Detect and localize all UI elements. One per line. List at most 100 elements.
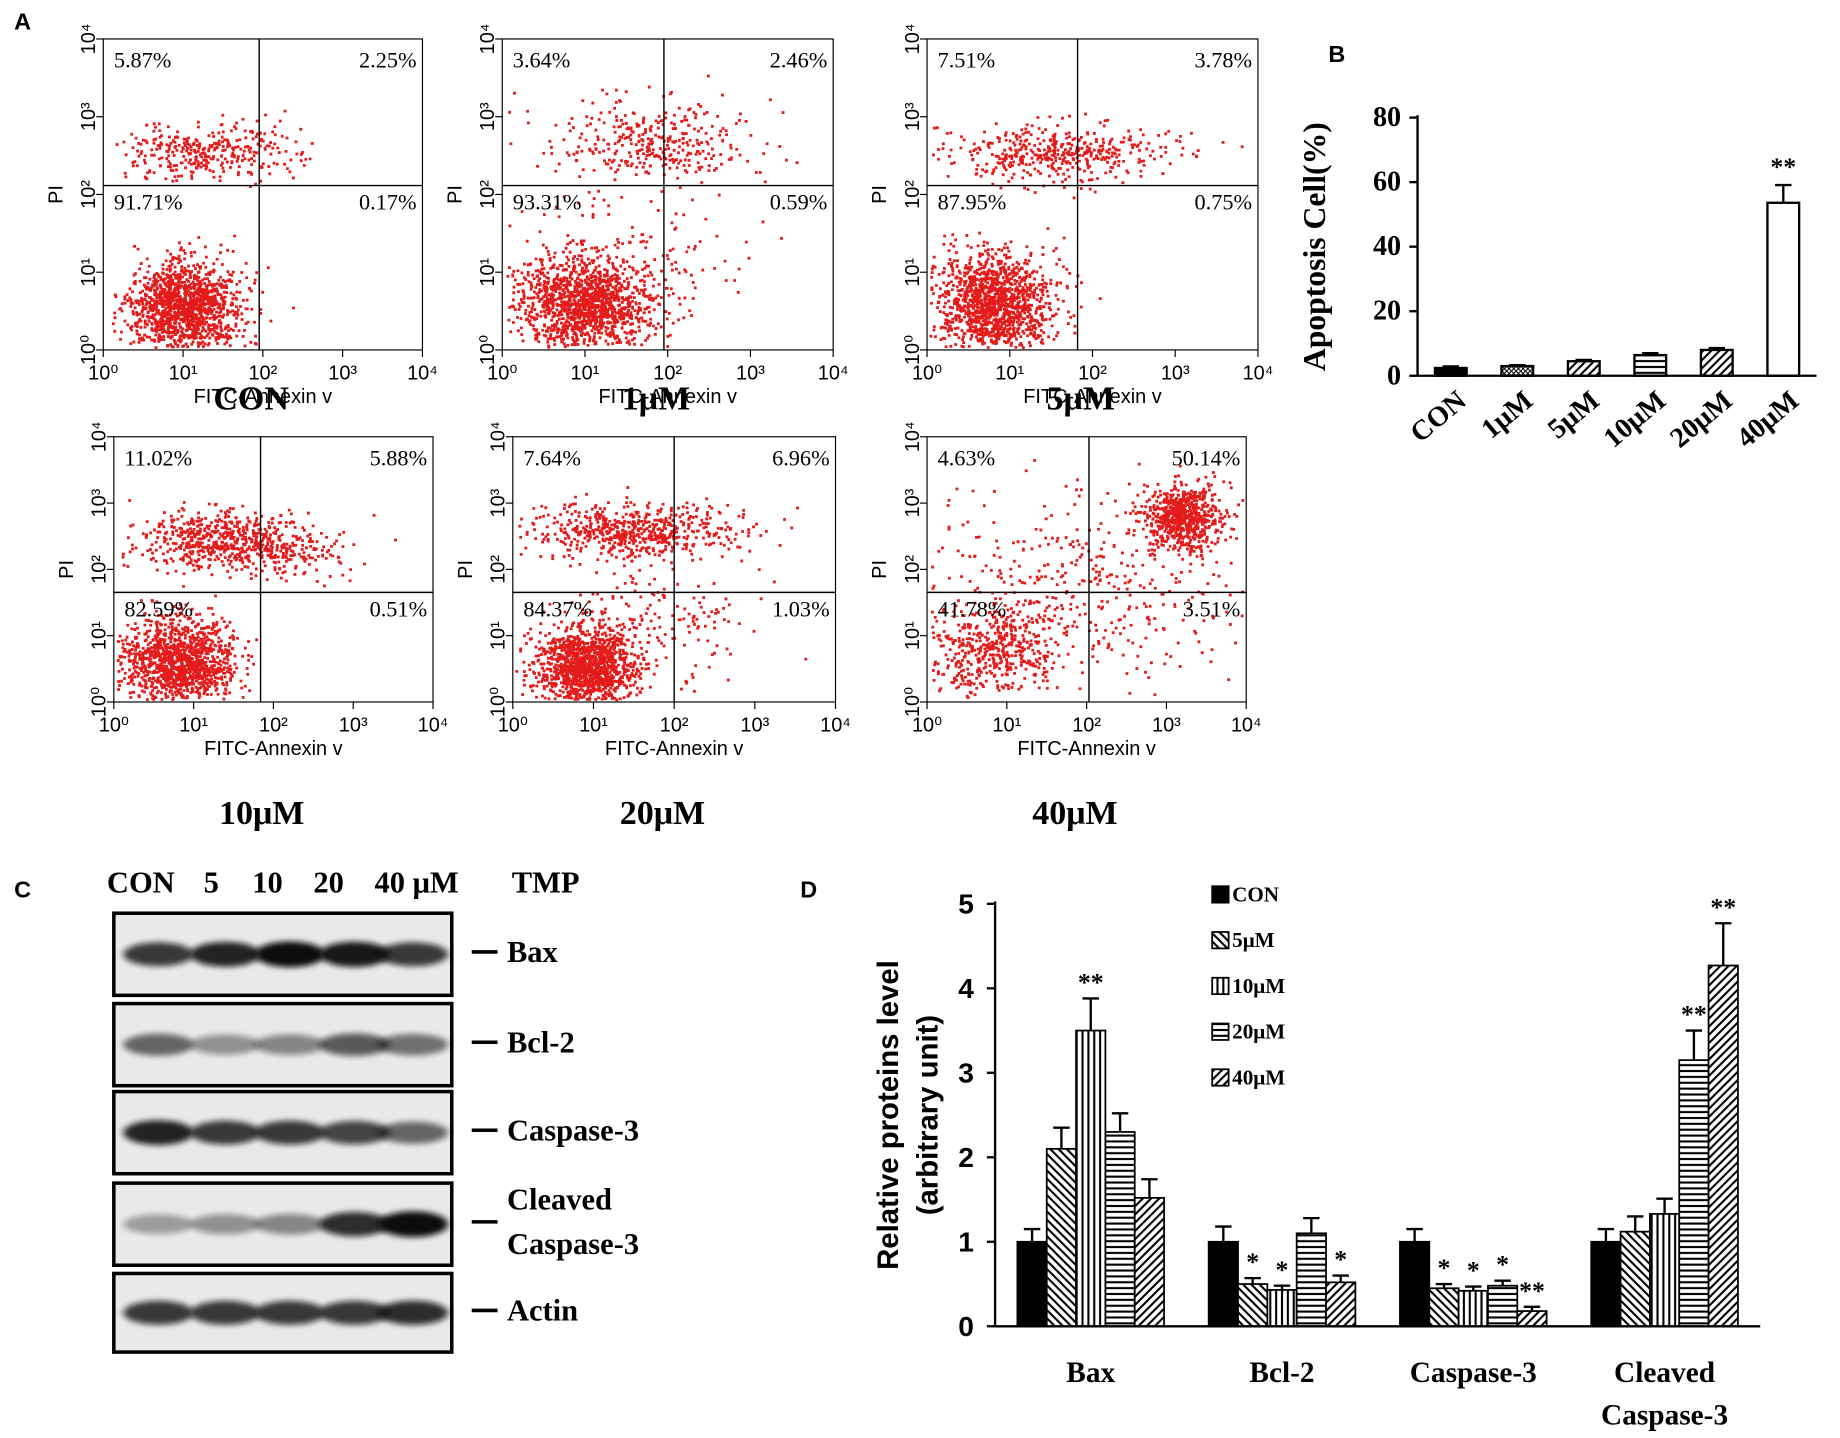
- x-tick-label: 10⁴: [1231, 714, 1262, 736]
- bar: [1500, 364, 1535, 377]
- protein-label: Bax: [507, 935, 559, 969]
- blot-band: [319, 1120, 390, 1145]
- x-tick-label: 10⁴: [1243, 362, 1274, 384]
- treatment-label: TMP: [512, 866, 580, 900]
- bar: [1075, 1029, 1107, 1328]
- quadrant-label: 4.63%: [938, 445, 996, 470]
- blot-band: [319, 941, 390, 967]
- bar: [1707, 964, 1739, 1328]
- blot-band: [254, 1300, 326, 1325]
- x-axis-label: FITC-Annexin v: [194, 386, 333, 408]
- bar: [1766, 201, 1801, 377]
- panel-label: D: [800, 877, 817, 903]
- y-tick-label: 10¹: [902, 621, 924, 650]
- panel-label: C: [14, 877, 31, 903]
- x-tick-label: 10³: [1152, 714, 1181, 736]
- y-tick-label: 1: [958, 1226, 974, 1257]
- event-dots: [116, 499, 397, 702]
- x-tick-label: 10²: [660, 714, 689, 736]
- y-tick-label: 0: [1387, 360, 1401, 391]
- y-axis-label: PI: [45, 185, 67, 204]
- y-tick-label: 10¹: [477, 257, 499, 286]
- panel-title: 1μM: [622, 381, 690, 418]
- significance: **: [1710, 892, 1736, 921]
- x-axis-label: FITC-Annexin v: [204, 738, 343, 760]
- y-tick-label: 10⁴: [902, 24, 924, 55]
- quadrant-label: 0.17%: [359, 190, 417, 215]
- y-tick-label: 10¹: [902, 257, 924, 286]
- bar: [1590, 1240, 1622, 1328]
- blot-band: [254, 941, 326, 968]
- lane-label: 40 μM: [374, 866, 458, 900]
- y-tick-label: 2: [958, 1142, 974, 1173]
- y-tick-label: 10⁰: [488, 687, 510, 717]
- blot-band: [377, 1121, 449, 1144]
- bar: [1295, 1232, 1327, 1328]
- quadrant-label: 6.96%: [772, 445, 830, 470]
- panel-title: 20μM: [620, 795, 705, 832]
- legend-label: 5μM: [1232, 928, 1275, 952]
- y-axis-label: Apoptosis Cell(%): [1297, 122, 1332, 371]
- y-tick-label: 10⁴: [89, 421, 111, 452]
- x-tick-label: 10¹: [995, 362, 1024, 384]
- quadrant-label: 93.31%: [513, 190, 582, 215]
- y-tick-label: 10¹: [488, 621, 510, 650]
- significance: **: [1770, 152, 1796, 181]
- y-tick-label: 10⁴: [477, 24, 499, 55]
- event-dots: [515, 486, 808, 702]
- quadrant-label: 1.03%: [772, 596, 830, 621]
- bar: [1133, 1196, 1165, 1328]
- significance: *: [1246, 1247, 1259, 1276]
- x-tick-label: 10¹: [579, 714, 608, 736]
- significance: *: [1496, 1250, 1509, 1279]
- x-tick-label: 10²: [259, 714, 288, 736]
- protein-label: Actin: [507, 1293, 578, 1327]
- x-axis-label: FITC-Annexin v: [605, 738, 744, 760]
- blot-band: [319, 1300, 390, 1325]
- blot-band: [123, 1120, 194, 1146]
- bar: [1649, 1213, 1681, 1328]
- bar: [1237, 1283, 1269, 1328]
- blot-band: [123, 942, 194, 967]
- x-tick-label: 10⁰: [912, 714, 942, 736]
- y-tick-label: 40: [1373, 231, 1401, 262]
- event-dots: [506, 74, 799, 349]
- legend-swatch: [1211, 976, 1230, 996]
- significance: *: [1276, 1255, 1289, 1284]
- y-tick-label: 10³: [488, 488, 510, 517]
- blot-band: [319, 1033, 390, 1056]
- x-tick-label: 10⁴: [820, 714, 851, 736]
- quadrant-label: 2.25%: [359, 48, 417, 73]
- blot-band: [190, 1034, 261, 1055]
- x-tick-label: 10³: [1161, 362, 1190, 384]
- quadrant-label: 5.87%: [114, 48, 172, 73]
- bar: [1104, 1131, 1136, 1328]
- blot-band: [190, 941, 261, 967]
- y-tick-label: 10⁰: [477, 335, 499, 365]
- y-axis-label: Relative proteins level: [872, 960, 905, 1270]
- y-tick-label: 10³: [902, 488, 924, 517]
- y-tick-label: 10²: [902, 555, 924, 584]
- blot-band: [123, 1214, 194, 1235]
- event-dots: [931, 459, 1245, 700]
- quadrant-label: 11.02%: [124, 445, 192, 470]
- y-tick-label: 4: [958, 973, 974, 1004]
- x-tick-label: 10²: [653, 362, 682, 384]
- y-axis-label: PI: [56, 560, 78, 579]
- bar: [1516, 1310, 1548, 1328]
- quadrant-label: 0.51%: [370, 596, 428, 621]
- lane-label: 20: [313, 866, 344, 900]
- legend-label: 20μM: [1232, 1020, 1285, 1044]
- y-tick-label: 3: [958, 1057, 974, 1088]
- bar: [1399, 1240, 1431, 1328]
- x-tick-label: 10⁴: [418, 714, 449, 736]
- bar: [1633, 353, 1668, 377]
- quadrant-label: 3.78%: [1195, 48, 1253, 73]
- bar: [1207, 1240, 1239, 1328]
- x-tick-label: 10¹: [169, 362, 198, 384]
- quadrant-label: 0.75%: [1195, 190, 1253, 215]
- bar: [1016, 1240, 1048, 1328]
- y-tick-label: 10³: [902, 102, 924, 131]
- quadrant-label: 2.46%: [770, 48, 828, 73]
